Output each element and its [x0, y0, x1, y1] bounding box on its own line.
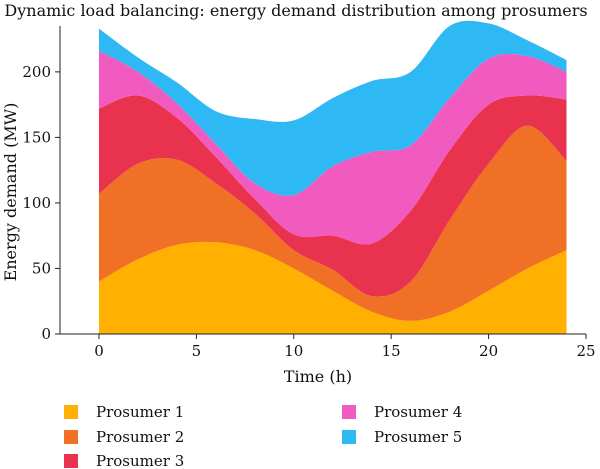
- x-tick-label: 5: [192, 342, 202, 360]
- legend-label: Prosumer 5: [374, 428, 462, 446]
- legend-swatch: [342, 405, 356, 419]
- y-tick-label: 100: [22, 194, 51, 212]
- area-prosumer-5: [98, 20, 567, 196]
- legend-label: Prosumer 1: [96, 403, 184, 421]
- y-tick-label: 200: [22, 63, 51, 81]
- x-axis-label: Time (h): [284, 367, 352, 386]
- x-tick-label: 20: [479, 342, 498, 360]
- area-prosumer-4: [98, 50, 567, 245]
- chart-title: Dynamic load balancing: energy demand di…: [4, 1, 587, 20]
- y-tick-label: 150: [22, 128, 51, 146]
- area-prosumer-1: [98, 241, 567, 334]
- legend-swatch: [64, 405, 78, 419]
- legend-item-1: Prosumer 1: [64, 403, 184, 421]
- legend-swatch: [342, 430, 356, 444]
- axes: 0 5 10 15 20 25 0 50 100 150 200: [22, 26, 596, 360]
- x-tick-label: 0: [94, 342, 104, 360]
- legend-item-3: Prosumer 3: [64, 452, 184, 469]
- y-tick-label: 50: [32, 259, 51, 277]
- legend-swatch: [64, 454, 78, 468]
- x-tick-label: 15: [382, 342, 401, 360]
- legend-swatch: [64, 430, 78, 444]
- legend-item-2: Prosumer 2: [64, 428, 184, 446]
- y-axis-label: Energy demand (MW): [1, 103, 20, 282]
- x-tick-label: 10: [284, 342, 303, 360]
- legend-item-4: Prosumer 4: [342, 403, 462, 421]
- y-tick-label: 0: [41, 325, 51, 343]
- legend-item-5: Prosumer 5: [342, 428, 462, 446]
- stacked-areas: [98, 20, 567, 334]
- legend-label: Prosumer 3: [96, 452, 184, 469]
- legend-label: Prosumer 2: [96, 428, 184, 446]
- legend-label: Prosumer 4: [374, 403, 462, 421]
- x-tick-label: 25: [576, 342, 595, 360]
- legend: Prosumer 1 Prosumer 2 Prosumer 3 Prosumer 4…: [64, 403, 462, 469]
- area-prosumer-2: [98, 125, 567, 321]
- area-prosumer-3: [98, 95, 567, 297]
